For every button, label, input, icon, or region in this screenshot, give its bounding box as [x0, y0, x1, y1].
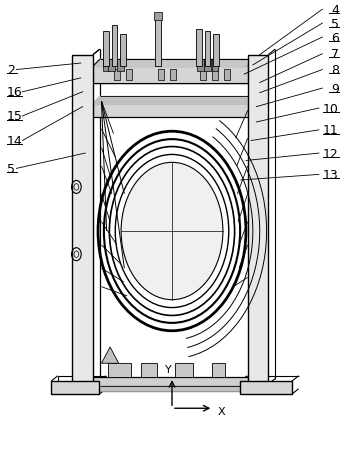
Bar	[103, 60, 109, 72]
Text: X: X	[217, 406, 225, 416]
Bar	[213, 35, 219, 67]
Bar	[112, 25, 117, 67]
Bar	[200, 69, 206, 81]
Bar	[72, 56, 93, 384]
Bar	[170, 69, 176, 81]
Text: 5: 5	[331, 18, 339, 31]
Text: 2: 2	[7, 64, 15, 77]
Polygon shape	[93, 60, 255, 67]
Bar	[248, 56, 268, 384]
Bar	[205, 32, 210, 67]
Text: 16: 16	[7, 86, 23, 99]
Text: 6: 6	[331, 31, 339, 44]
Bar	[204, 60, 211, 72]
Bar	[224, 69, 230, 81]
Bar	[93, 377, 248, 391]
Text: Y: Y	[164, 364, 171, 374]
Text: 13: 13	[323, 169, 339, 181]
Bar	[212, 60, 218, 72]
Polygon shape	[101, 347, 119, 363]
Bar	[103, 32, 109, 67]
Bar	[120, 35, 126, 67]
Polygon shape	[93, 386, 255, 391]
Text: 4: 4	[331, 4, 339, 17]
Bar	[93, 67, 248, 83]
Text: 15: 15	[7, 110, 23, 123]
Bar	[51, 382, 99, 394]
Bar	[212, 69, 218, 81]
Bar	[155, 16, 161, 67]
Bar	[154, 13, 162, 21]
Text: 9: 9	[331, 82, 339, 95]
Circle shape	[121, 163, 223, 300]
Polygon shape	[93, 97, 255, 104]
Bar	[175, 363, 193, 377]
Bar	[196, 30, 202, 67]
Text: 11: 11	[323, 124, 339, 137]
Bar	[114, 69, 120, 81]
Text: 14: 14	[7, 135, 23, 148]
Bar	[158, 69, 164, 81]
Bar	[108, 363, 131, 377]
Text: 5: 5	[7, 163, 15, 175]
Bar	[126, 69, 132, 81]
Text: 10: 10	[323, 102, 339, 115]
Bar	[212, 363, 225, 377]
Text: 7: 7	[331, 48, 339, 61]
Bar	[108, 60, 115, 72]
Bar	[141, 363, 157, 377]
Bar	[240, 382, 292, 394]
Bar	[197, 60, 204, 72]
Text: 12: 12	[323, 147, 339, 160]
Bar	[117, 60, 124, 72]
Text: 8: 8	[331, 64, 339, 77]
Bar	[93, 104, 248, 118]
